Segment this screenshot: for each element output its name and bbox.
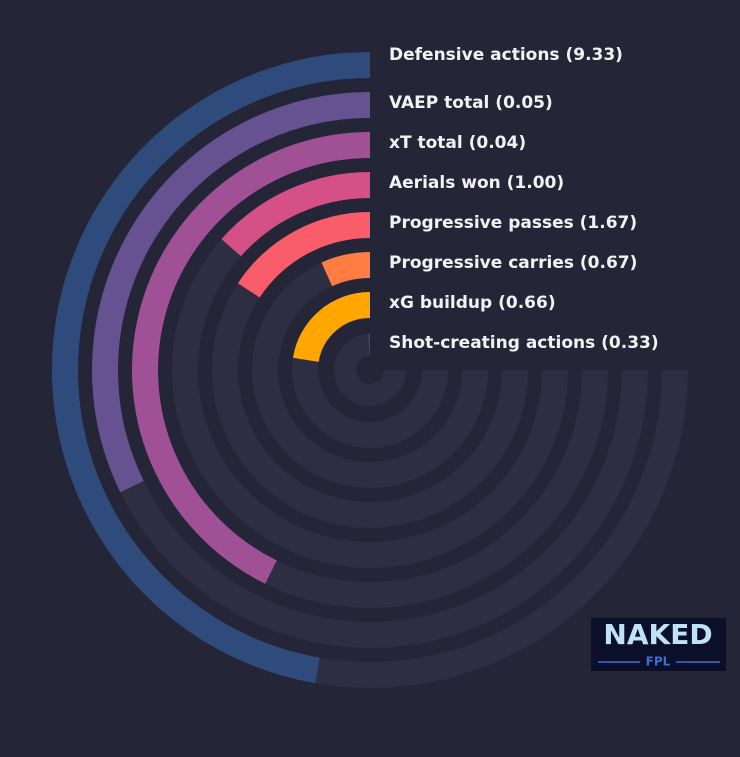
logo: NAKED FPL <box>591 618 726 671</box>
bar <box>292 292 371 363</box>
bar <box>92 92 371 493</box>
bar <box>132 132 371 584</box>
category-label: Progressive carries (0.67) <box>389 253 637 273</box>
category-label: Progressive passes (1.67) <box>389 213 637 233</box>
bar <box>221 172 371 257</box>
category-label: xT total (0.04) <box>389 133 526 153</box>
category-label: Aerials won (1.00) <box>389 173 564 193</box>
logo-subtitle: FPL <box>646 655 671 669</box>
track <box>334 334 406 406</box>
bar <box>52 52 371 684</box>
bar <box>237 212 371 298</box>
category-label: VAEP total (0.05) <box>389 93 553 113</box>
bar <box>321 252 371 287</box>
category-label: xG buildup (0.66) <box>389 293 556 313</box>
category-label: Shot-creating actions (0.33) <box>389 333 659 353</box>
logo-title: NAKED <box>603 618 712 651</box>
track <box>252 252 488 488</box>
category-label: Defensive actions (9.33) <box>389 45 623 65</box>
